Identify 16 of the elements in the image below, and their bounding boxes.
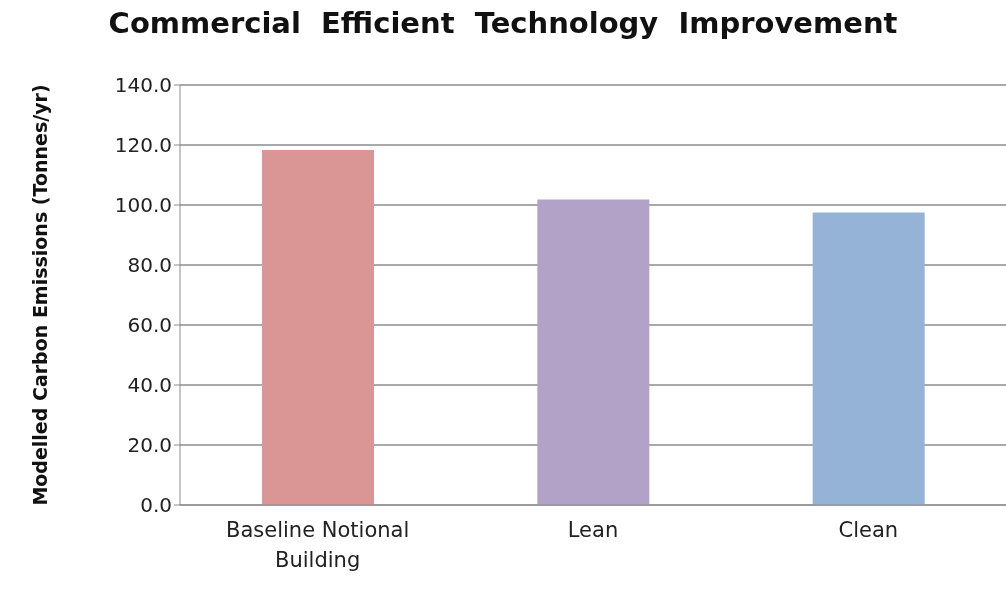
y-tick-label: 120.0 — [114, 133, 172, 158]
bar — [812, 212, 925, 505]
y-tick-label: 100.0 — [114, 193, 172, 218]
x-tick-label: Baseline Notional Building — [226, 518, 410, 572]
x-tick-label: Clean — [838, 518, 899, 542]
y-axis-title: Modelled Carbon Emissions (Tonnes/yr) — [28, 84, 51, 506]
bar — [537, 199, 650, 505]
y-tick-label: 0.0 — [140, 493, 172, 518]
y-tick-label: 140.0 — [114, 73, 172, 98]
y-tick-label: 60.0 — [127, 313, 172, 338]
y-tick-label: 40.0 — [127, 373, 172, 398]
y-tick-label: 20.0 — [127, 433, 172, 458]
x-tick-label: Lean — [567, 518, 619, 542]
chart-title: Commercial Efficient Technology Improvement — [107, 6, 899, 40]
y-tick-label: 80.0 — [127, 253, 172, 278]
bar — [262, 150, 374, 505]
